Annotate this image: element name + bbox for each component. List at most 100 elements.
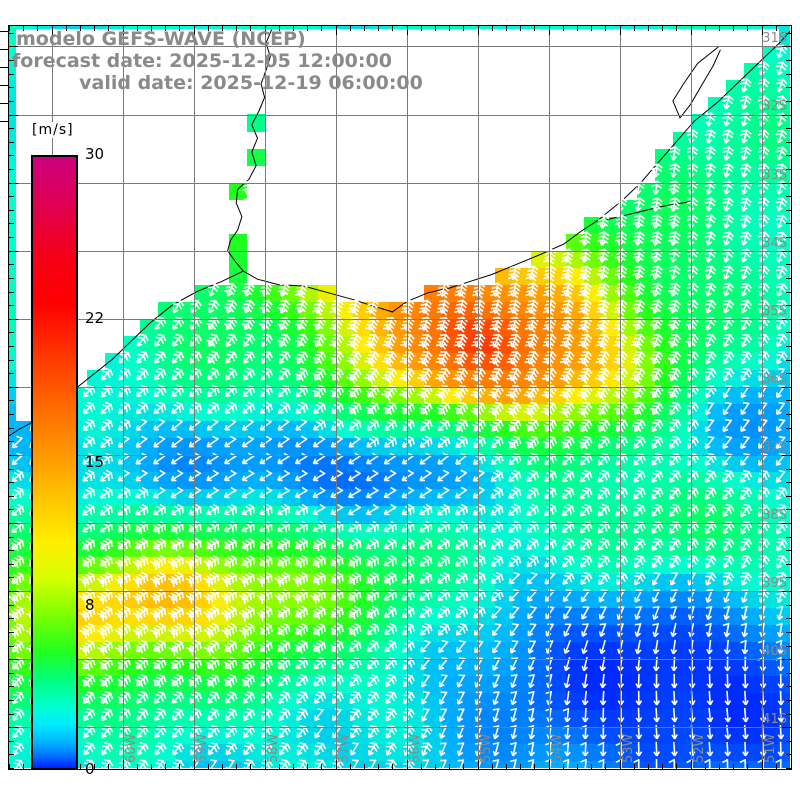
tick-bottom [548, 760, 550, 769]
tick-top [23, 26, 25, 31]
tick-right [786, 699, 791, 701]
tick-bottom [236, 764, 238, 769]
tick-right [786, 604, 791, 606]
tick-top [122, 26, 124, 35]
colorbar-tick-15: 15 [85, 452, 105, 471]
tick-left [9, 659, 18, 661]
tick-top [690, 26, 692, 35]
tick-right [786, 87, 791, 89]
tick-bottom [179, 764, 181, 769]
outer-tick [0, 103, 8, 104]
tick-right [786, 563, 791, 565]
tick-top [662, 26, 664, 31]
tick-right [786, 400, 791, 402]
tick-left [9, 209, 14, 211]
tick-bottom [278, 764, 280, 769]
tick-right [786, 645, 791, 647]
tick-left [9, 740, 14, 742]
tick-bottom [648, 764, 649, 769]
colorbar-tick-22: 22 [85, 309, 105, 327]
tick-bottom [23, 764, 25, 769]
tick-bottom [392, 764, 394, 769]
tick-left [9, 277, 14, 279]
tick-right [782, 454, 791, 456]
tick-top [548, 26, 550, 35]
tick-left [9, 699, 14, 701]
tick-left [9, 60, 14, 61]
tick-top [250, 26, 252, 31]
tick-right [786, 577, 791, 579]
tick-top [193, 26, 195, 35]
tick-bottom [80, 764, 81, 769]
tick-right [786, 686, 791, 688]
tick-bottom [491, 764, 493, 769]
tick-left [9, 223, 14, 225]
tick-left [9, 400, 14, 402]
tick-top [364, 26, 365, 31]
tick-right [786, 32, 791, 34]
tick-bottom [108, 764, 110, 769]
tick-left [9, 114, 18, 116]
tick-left [9, 332, 14, 334]
tick-top [534, 26, 536, 31]
tick-right [786, 196, 791, 198]
tick-right [786, 536, 791, 538]
tick-right [786, 60, 791, 61]
tick-bottom [264, 760, 266, 769]
tick-right [786, 509, 791, 511]
tick-left [9, 46, 18, 48]
tick-top [719, 26, 720, 31]
tick-bottom [704, 764, 706, 769]
tick-bottom [222, 764, 223, 769]
tick-bottom [506, 764, 507, 769]
tick-right [786, 291, 791, 293]
tick-bottom [577, 764, 578, 769]
tick-top [520, 26, 522, 31]
tick-left [9, 768, 14, 769]
tick-bottom [435, 764, 436, 769]
tick-right [786, 441, 791, 443]
tick-right [782, 591, 791, 592]
tick-left [9, 373, 14, 375]
tick-top [761, 26, 763, 35]
tick-top [704, 26, 706, 31]
tick-top [165, 26, 167, 31]
tick-bottom [605, 764, 607, 769]
tick-right [786, 631, 791, 633]
tick-right [786, 468, 791, 470]
tick-top [506, 26, 507, 31]
tick-right [786, 223, 791, 225]
tick-right [786, 209, 791, 211]
tick-left [9, 141, 14, 143]
tick-bottom [335, 760, 337, 769]
tick-left [9, 345, 14, 347]
tick-right [786, 427, 791, 429]
tick-bottom [747, 764, 749, 769]
tick-right [786, 169, 791, 170]
tick-left [9, 291, 14, 293]
tick-left [9, 155, 14, 157]
tick-left [9, 604, 14, 606]
tick-bottom [193, 760, 195, 769]
tick-right [786, 740, 791, 742]
tick-right [782, 386, 791, 388]
colorbar-gradient [31, 155, 78, 770]
tick-top [37, 26, 39, 31]
tick-right [782, 318, 791, 320]
tick-bottom [250, 764, 252, 769]
tick-bottom [151, 764, 152, 769]
tick-left [9, 672, 14, 674]
tick-top [80, 26, 81, 31]
tick-left [9, 237, 14, 238]
tick-left [9, 482, 14, 484]
tick-top [278, 26, 280, 31]
tick-top [293, 26, 294, 31]
tick-top [349, 26, 351, 31]
tick-top [264, 26, 266, 35]
tick-top [136, 26, 138, 31]
tick-right [782, 114, 791, 116]
tick-right [782, 522, 791, 524]
tick-bottom [520, 764, 522, 769]
tick-top [321, 26, 323, 31]
tick-left [9, 645, 14, 647]
